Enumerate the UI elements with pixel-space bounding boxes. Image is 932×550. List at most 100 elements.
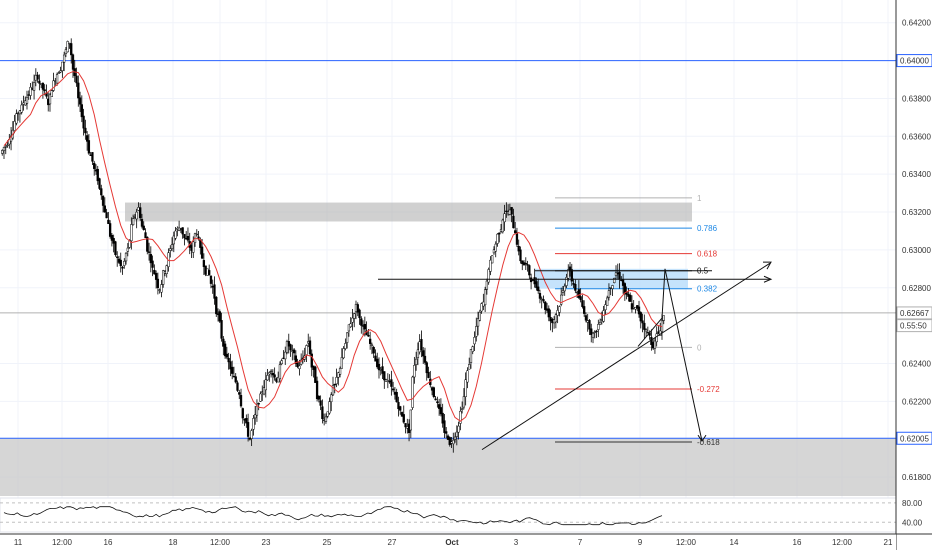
candle-body — [234, 376, 237, 383]
candle-body — [485, 280, 489, 290]
candle-body — [577, 289, 581, 298]
candle-body — [213, 284, 216, 299]
candle-body — [395, 391, 398, 403]
candle-body — [574, 284, 577, 291]
candle-body — [209, 275, 213, 284]
candle-body — [80, 104, 83, 118]
price-tag-label: 0.64000 — [900, 57, 929, 66]
price-tick-label: 0.62200 — [902, 397, 931, 406]
candle-body — [588, 320, 591, 330]
time-tick-label: 3 — [514, 538, 519, 547]
candle-body — [85, 135, 89, 142]
candle-body — [130, 224, 133, 242]
candle-body — [315, 380, 319, 399]
candle-body — [314, 366, 317, 383]
candle-body — [96, 168, 99, 182]
candle-body — [503, 213, 506, 223]
candle-body — [273, 374, 276, 378]
candle-body — [144, 232, 147, 239]
candle-body — [192, 241, 195, 253]
candle-body — [613, 277, 616, 283]
candle-body — [489, 259, 492, 272]
supply-zone — [125, 202, 692, 222]
candle-body — [105, 212, 108, 219]
candle-body — [514, 230, 517, 234]
candle-body — [422, 350, 425, 357]
candle-body — [455, 431, 458, 437]
time-axis[interactable]: 11 12:00 16 18 12:00 23 25 27 Oct 3 7 9 12:00 14 16 12:… — [0, 533, 932, 550]
candle-body — [432, 387, 435, 398]
candle-body — [262, 387, 266, 395]
candle-body — [491, 255, 494, 264]
candle-body — [606, 297, 609, 306]
candle-body — [496, 233, 499, 244]
price-tag-box — [896, 306, 932, 320]
candle-body — [254, 414, 257, 419]
candle-body — [268, 372, 271, 375]
candle-body — [330, 394, 333, 403]
candle-body — [353, 313, 356, 319]
candle-body — [257, 403, 260, 405]
candle-body — [347, 324, 351, 332]
candle-body — [376, 358, 379, 368]
candle-body — [20, 104, 23, 113]
candle-body — [349, 323, 352, 328]
candle-body — [91, 152, 94, 162]
candle-body — [526, 264, 529, 266]
fib-level-label: 1 — [697, 194, 702, 203]
fib-level-label: 0 — [697, 343, 702, 352]
price-tag-box — [896, 54, 932, 68]
time-tick-label: 12:00 — [676, 538, 697, 547]
candle-body — [48, 94, 52, 105]
candle-body — [641, 320, 644, 324]
candle-body — [215, 296, 218, 315]
candle-body — [174, 230, 177, 239]
candle-body — [629, 294, 632, 302]
price-tick-label: 0.61800 — [902, 473, 931, 482]
candle-body — [439, 407, 443, 415]
candle-body — [250, 430, 253, 439]
candle-body — [305, 345, 308, 355]
oscillator-line — [3, 506, 663, 526]
candle-body — [100, 188, 103, 196]
candle-body — [245, 418, 248, 424]
price-axis-background — [896, 0, 932, 550]
candle-body — [223, 343, 227, 357]
candle-body — [266, 375, 269, 381]
price-tag-label: 0.62667 — [900, 309, 929, 318]
candle-body — [356, 304, 359, 313]
candle-body — [466, 370, 469, 383]
price-axis[interactable]: 0.64200 0.63800 0.63600 0.63400 0.63200 0.630… — [895, 0, 932, 550]
projection-path — [637, 268, 703, 442]
candle-body — [390, 379, 393, 387]
candle-body — [317, 395, 320, 400]
candle-body — [367, 334, 370, 337]
candle-body — [377, 363, 381, 371]
candle-body — [52, 80, 55, 91]
candle-body — [411, 376, 414, 408]
time-tick-label: 23 — [262, 538, 271, 547]
candle-body — [298, 365, 301, 370]
candle-body — [524, 262, 527, 265]
time-tick-label: 12:00 — [52, 538, 73, 547]
candle-body — [153, 269, 156, 275]
candle-body — [554, 314, 558, 323]
candle-body — [519, 249, 522, 262]
candle-body — [372, 347, 375, 354]
candle-body — [583, 306, 586, 314]
candle-body — [324, 416, 328, 422]
candle-body — [59, 70, 62, 73]
time-axis-background — [0, 534, 896, 550]
candle-body — [310, 353, 313, 368]
candle-body — [425, 362, 428, 374]
time-tick-label: 9 — [638, 538, 643, 547]
candle-body — [544, 301, 547, 310]
candle-body — [510, 207, 513, 215]
candle-body — [581, 300, 584, 307]
candle-body — [618, 271, 621, 280]
time-tick-label: 16 — [793, 538, 802, 547]
candle-body — [140, 219, 144, 227]
candle-body — [480, 303, 483, 312]
